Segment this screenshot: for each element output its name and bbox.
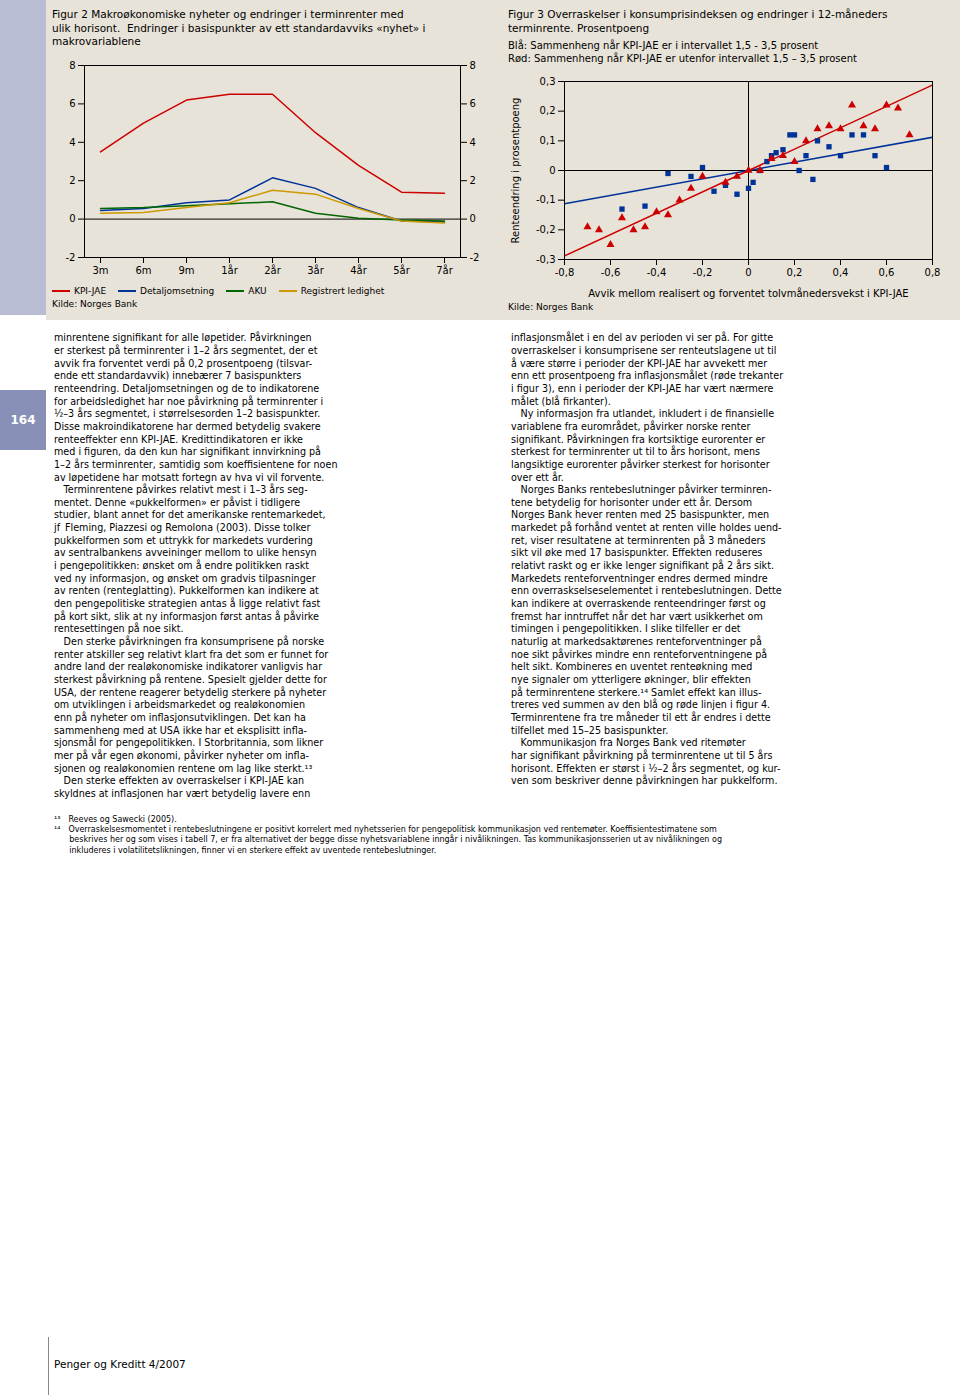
svg-text:-2: -2	[66, 252, 76, 263]
svg-text:2: 2	[470, 175, 476, 186]
html-text:Penger og Kreditt 4/2007: Penger og Kreditt 4/2007	[54, 1358, 186, 1370]
svg-text:4: 4	[470, 136, 476, 147]
svg-text:-0,8: -0,8	[555, 267, 575, 278]
svg-text:-0,2: -0,2	[536, 224, 556, 235]
svg-text:0,4: 0,4	[833, 267, 849, 278]
svg-text:-0,4: -0,4	[647, 267, 667, 278]
svg-text:0,2: 0,2	[787, 267, 803, 278]
svg-text:6m: 6m	[135, 265, 151, 276]
html-text:Registrert ledighet: Registrert ledighet	[300, 285, 385, 296]
html-text:164: 164	[10, 413, 36, 427]
svg-text:0: 0	[470, 213, 476, 224]
html-text:¹³ Reeves og Sawecki (2005).: ¹³ Reeves og Sawecki (2005).	[54, 814, 177, 824]
svg-text:0,6: 0,6	[879, 267, 895, 278]
html-text:KPI-JAE: KPI-JAE	[74, 285, 107, 296]
svg-text:5år: 5år	[393, 264, 410, 276]
svg-text:4: 4	[69, 136, 75, 147]
html-text:Blå: Sammenheng når KPI-JAE er: Blå: Sammenheng når KPI-JAE er i interva…	[508, 40, 857, 65]
svg-text:-0,6: -0,6	[601, 267, 621, 278]
html-text:Figur 3 Overraskelser i konsum: Figur 3 Overraskelser i konsumprisindeks…	[508, 8, 888, 34]
svg-text:0,2: 0,2	[540, 106, 556, 117]
svg-text:2: 2	[69, 175, 75, 186]
svg-text:2år: 2år	[264, 264, 281, 276]
html-text:AKU: AKU	[248, 285, 267, 296]
svg-text:9m: 9m	[178, 265, 194, 276]
svg-text:Renteendring i prosentpoeng: Renteendring i prosentpoeng	[510, 98, 521, 244]
svg-text:8: 8	[470, 60, 476, 71]
svg-text:1år: 1år	[221, 264, 238, 276]
html-text:minrentene signifikant for all: minrentene signifikant for alle løpetide…	[54, 332, 338, 799]
html-text:Kilde: Norges Bank: Kilde: Norges Bank	[52, 298, 138, 309]
svg-text:4år: 4år	[350, 264, 367, 276]
svg-text:-0,2: -0,2	[693, 267, 713, 278]
html-text:inflasjonsmålet i en del av pe: inflasjonsmålet i en del av perioden vi …	[511, 332, 784, 787]
svg-text:0: 0	[69, 213, 75, 224]
svg-text:-0,1: -0,1	[536, 195, 556, 206]
svg-text:0: 0	[745, 267, 751, 278]
svg-text:7år: 7år	[436, 264, 453, 276]
svg-text:-0,3: -0,3	[536, 254, 556, 265]
svg-text:Avvik mellom realisert og forv: Avvik mellom realisert og forventet tolv…	[588, 287, 908, 299]
svg-text:0: 0	[549, 165, 555, 176]
svg-text:6: 6	[69, 98, 75, 109]
html-text:¹⁴ Overraskelsesmomentet i ren: ¹⁴ Overraskelsesmomentet i rentebeslutni…	[54, 825, 722, 855]
html-text:Kilde: Norges Bank: Kilde: Norges Bank	[508, 302, 594, 313]
svg-text:-2: -2	[470, 252, 480, 263]
svg-text:0,1: 0,1	[540, 135, 556, 146]
svg-text:3m: 3m	[92, 265, 108, 276]
svg-text:0,3: 0,3	[540, 76, 556, 87]
html-text:Detaljomsetning: Detaljomsetning	[140, 285, 215, 296]
svg-text:3år: 3år	[307, 264, 324, 276]
svg-text:6: 6	[470, 98, 476, 109]
html-text:Figur 2 Makroøkonomiske nyhete: Figur 2 Makroøkonomiske nyheter og endri…	[52, 8, 426, 48]
svg-text:8: 8	[69, 60, 75, 71]
svg-text:0,8: 0,8	[925, 267, 941, 278]
